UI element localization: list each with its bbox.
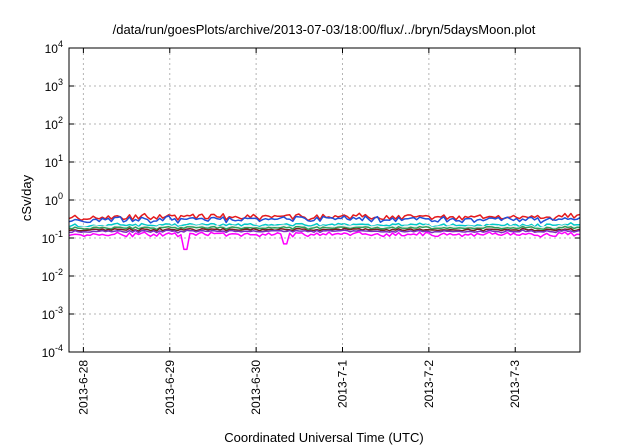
- y-axis-label: cSv/day: [19, 174, 34, 221]
- y-tick-label: 103: [45, 77, 63, 94]
- grid-layer: [69, 48, 580, 352]
- x-tick-label: 2013-6-28: [76, 360, 90, 415]
- x-axis-label: Coordinated Universal Time (UTC): [224, 430, 423, 445]
- y-tick-label: 10-4: [42, 343, 63, 360]
- series-line-6: [68, 227, 581, 232]
- y-tick-label: 102: [45, 115, 63, 132]
- series-line-3: [68, 222, 580, 228]
- tick-layer: 10-4 10-3 10-2 10-1 100 101 102 103 104 2013-6-28…: [42, 39, 580, 415]
- y-tick-label: 100: [45, 191, 63, 208]
- y-tick-label: 10-1: [42, 229, 63, 246]
- chart-title: /data/run/goesPlots/archive/2013-07-03/1…: [113, 22, 536, 37]
- series-line-7: [68, 229, 581, 234]
- series-layer: [68, 212, 581, 251]
- y-tick-label: 104: [45, 39, 63, 56]
- x-tick-label: 2013-7-1: [335, 360, 349, 408]
- x-tick-label: 2013-6-30: [249, 360, 263, 415]
- x-tick-label: 2013-6-29: [163, 360, 177, 415]
- y-tick-label: 10-2: [42, 267, 63, 284]
- series-line-2: [68, 215, 581, 224]
- y-tick-label: 10-3: [42, 305, 63, 322]
- x-tick-label: 2013-7-3: [508, 360, 522, 408]
- x-tick-label: 2013-7-2: [422, 360, 436, 408]
- series-line-5: [68, 225, 581, 231]
- series-line-1: [68, 212, 581, 222]
- series-line-8: [68, 231, 581, 251]
- y-tick-label: 101: [45, 153, 63, 170]
